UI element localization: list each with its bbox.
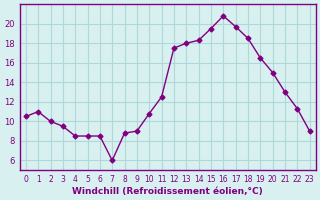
- X-axis label: Windchill (Refroidissement éolien,°C): Windchill (Refroidissement éolien,°C): [72, 187, 263, 196]
